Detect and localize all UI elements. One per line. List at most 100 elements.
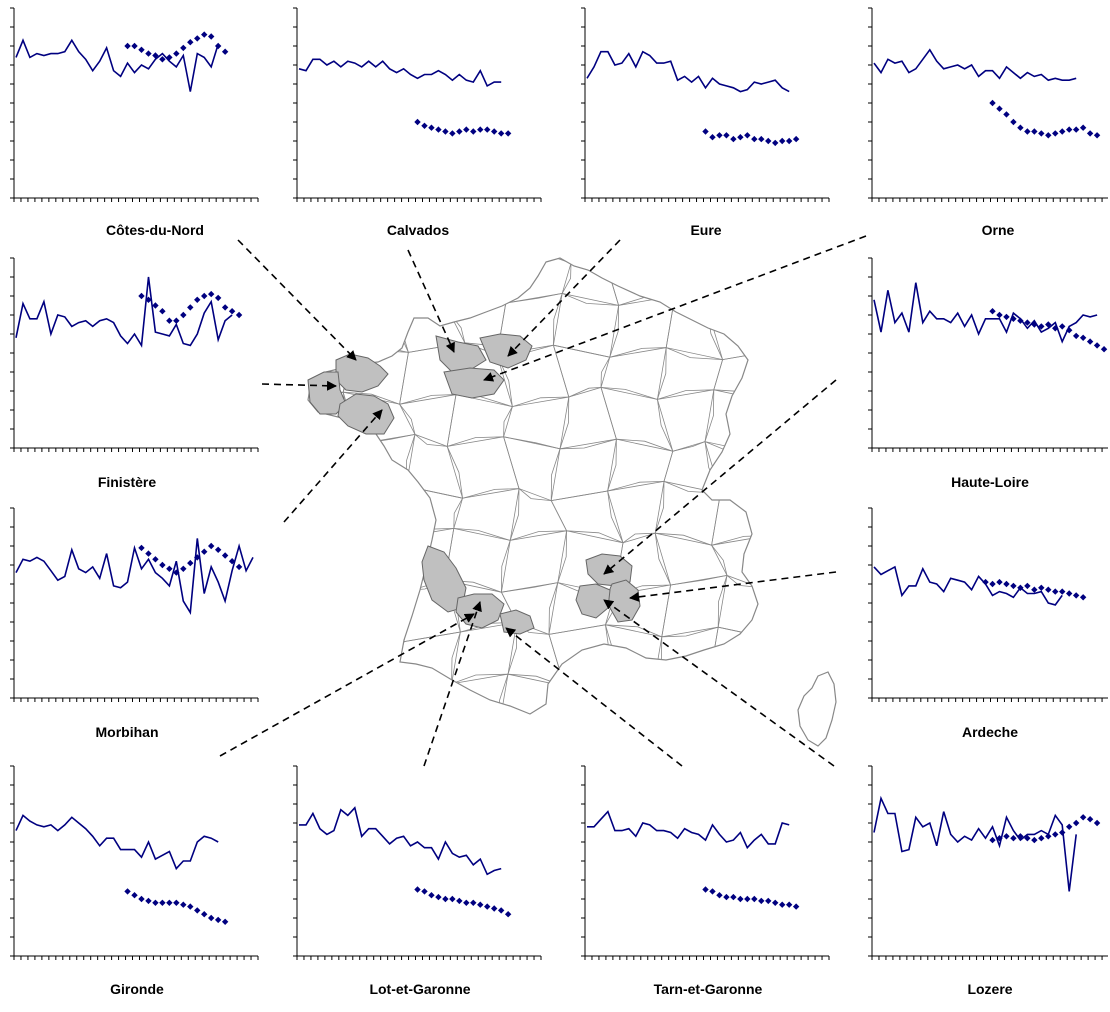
series-point <box>765 897 772 905</box>
series-point <box>1010 835 1017 842</box>
series-point <box>702 128 709 135</box>
series-point <box>730 135 737 143</box>
series-point <box>208 290 215 298</box>
series-point <box>187 39 194 46</box>
series-point <box>428 124 435 131</box>
series-point <box>1059 588 1066 595</box>
series-point <box>484 126 491 133</box>
series-point <box>414 886 421 893</box>
series-line <box>873 48 1077 82</box>
series-point <box>235 563 243 571</box>
series-point <box>765 137 772 145</box>
connector-haute-loire <box>603 379 837 575</box>
series-line <box>873 795 1077 892</box>
series-point <box>1059 128 1066 135</box>
series-point <box>201 31 208 38</box>
series-point <box>1038 835 1045 842</box>
series-point <box>1003 111 1010 118</box>
series-point <box>1079 594 1087 601</box>
series-point <box>201 292 208 300</box>
series-point <box>1066 823 1073 830</box>
connector-orne <box>483 235 867 382</box>
connector-finistere <box>261 380 337 391</box>
series-point <box>187 903 194 910</box>
series-point <box>173 569 180 576</box>
series-point <box>442 895 449 903</box>
series-point <box>1045 586 1052 593</box>
series-point <box>702 886 709 893</box>
series-point <box>124 42 131 50</box>
series-point <box>1003 313 1010 321</box>
department-border <box>706 258 758 309</box>
series-point <box>1079 814 1087 821</box>
department-border <box>353 671 412 714</box>
series-point <box>131 42 138 50</box>
chart-panel-tarn-et-garonne <box>581 765 830 960</box>
chart-panel-eure <box>581 7 830 202</box>
series-point <box>1052 831 1059 838</box>
series-point <box>772 899 779 906</box>
series-point <box>737 134 744 141</box>
series-point <box>1017 584 1024 591</box>
series-point <box>1066 327 1073 334</box>
series-line <box>15 814 219 871</box>
department-border <box>308 483 351 549</box>
series-point <box>1052 325 1059 332</box>
series-point <box>1052 130 1059 137</box>
series-point <box>173 50 180 57</box>
series-point <box>449 130 456 137</box>
chart-panel-orne <box>868 7 1108 202</box>
connector-lot-et-garonne <box>423 601 482 767</box>
connector-tarn-et-garonne <box>505 627 683 767</box>
department-border <box>308 297 362 351</box>
chart-panel-finistere <box>10 257 259 452</box>
series-point <box>1086 338 1094 345</box>
series-point <box>201 911 208 918</box>
series-point <box>145 897 152 905</box>
series-point <box>1010 315 1017 322</box>
series-point <box>201 548 208 555</box>
series-point <box>709 888 716 895</box>
series-point <box>159 56 166 63</box>
series-point <box>1045 132 1052 139</box>
department-border <box>659 258 717 309</box>
department-border <box>448 258 516 314</box>
connector-gironde <box>219 613 475 757</box>
series-line <box>15 38 219 92</box>
department-border <box>611 676 670 714</box>
chart-panel-ardeche <box>868 507 1108 702</box>
department-border <box>340 537 414 591</box>
series-point <box>173 899 180 906</box>
series-point <box>730 893 737 901</box>
highlighted-department-morbihan <box>337 393 395 435</box>
series-point <box>228 558 236 565</box>
series-point <box>173 317 180 324</box>
series-point <box>138 544 145 552</box>
series-point <box>723 132 730 139</box>
chart-title-orne: Orne <box>981 222 1015 238</box>
series-point <box>421 122 428 129</box>
chart-panel-lot-et-garonne <box>293 765 542 960</box>
chart-panel-cotes-du-nord <box>10 7 259 202</box>
series-point <box>1024 582 1031 590</box>
series-point <box>792 135 800 143</box>
department-border <box>346 628 405 682</box>
series-point <box>180 565 187 572</box>
series-point <box>1093 132 1101 139</box>
department-border <box>555 676 622 714</box>
series-point <box>1038 323 1045 330</box>
series-point <box>716 132 723 139</box>
series-point <box>166 54 173 61</box>
series-point <box>1017 833 1024 840</box>
series-point <box>751 135 758 143</box>
series-point <box>996 105 1003 112</box>
series-point <box>194 554 201 561</box>
series-point <box>1086 816 1094 823</box>
chart-title-calvados: Calvados <box>386 222 450 238</box>
series-point <box>477 901 484 908</box>
series-point <box>208 542 215 550</box>
series-point <box>758 135 765 143</box>
chart-title-lozere: Lozere <box>967 981 1013 997</box>
series-point <box>779 901 786 908</box>
series-point <box>1003 833 1010 840</box>
